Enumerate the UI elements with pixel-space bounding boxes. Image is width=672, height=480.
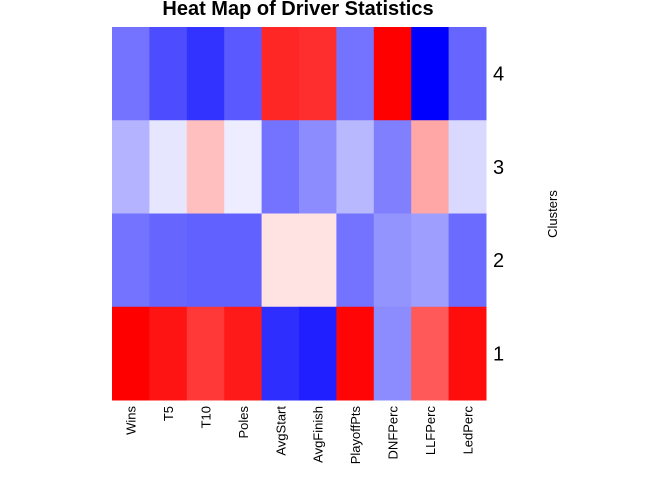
row-label-4: 4: [493, 64, 504, 86]
column-label-avgstart: AvgStart: [273, 406, 288, 456]
column-label-wins: Wins: [124, 406, 139, 435]
heatmap-cell-1-LLFPerc: [411, 306, 450, 401]
heatmap-cell-3-DNFPerc: [373, 120, 412, 214]
heatmap-cell-3-PlayoffPts: [336, 120, 375, 214]
heatmap-cell-4-LLFPerc: [411, 27, 450, 121]
heatmap-cell-1-T5: [149, 306, 188, 401]
heatmap-cell-4-AvgStart: [261, 27, 300, 121]
heatmap-cells: [112, 27, 487, 401]
heatmap-cell-3-LLFPerc: [411, 120, 450, 214]
heatmap-cell-4-DNFPerc: [373, 27, 412, 121]
row-label-1: 1: [493, 343, 504, 365]
heatmap-cell-1-T10: [186, 306, 225, 401]
row-label-2: 2: [493, 250, 504, 272]
heatmap-cell-4-Wins: [112, 27, 150, 121]
heatmap-cell-2-T10: [186, 213, 225, 308]
heatmap-cell-1-Wins: [112, 306, 150, 401]
column-label-llfperc: LLFPerc: [423, 406, 438, 456]
heatmap-cell-4-PlayoffPts: [336, 27, 375, 121]
column-label-playoffpts: PlayoffPts: [348, 406, 363, 465]
heatmap-cell-1-AvgFinish: [299, 306, 337, 401]
heatmap-cell-4-Poles: [224, 27, 263, 121]
heatmap-cell-4-T5: [149, 27, 188, 121]
heatmap-cell-3-Wins: [112, 120, 150, 214]
heatmap-cell-4-T10: [186, 27, 225, 121]
column-label-poles: Poles: [236, 406, 251, 439]
heatmap-cell-1-LedPerc: [448, 306, 487, 401]
heatmap-cell-2-LedPerc: [448, 213, 487, 308]
column-label-dnfperc: DNFPerc: [386, 406, 401, 460]
heatmap-cell-3-T10: [186, 120, 225, 214]
column-labels: Wins T5 T10 Poles AvgStart AvgFinish PlayoffPt…: [124, 406, 476, 465]
heatmap-cell-1-DNFPerc: [373, 306, 412, 401]
column-label-t10: T10: [199, 406, 214, 428]
row-labels: 4 3 2 1: [493, 64, 504, 366]
column-label-avgfinish: AvgFinish: [311, 406, 326, 463]
heatmap-cell-3-AvgStart: [261, 120, 300, 214]
y-axis-label: Clusters: [545, 190, 560, 238]
heatmap-cell-2-PlayoffPts: [336, 213, 375, 308]
column-label-t5: T5: [161, 406, 176, 421]
heatmap-cell-2-DNFPerc: [373, 213, 412, 308]
heatmap-cell-2-LLFPerc: [411, 213, 450, 308]
heatmap-cell-2-T5: [149, 213, 188, 308]
heatmap-cell-1-AvgStart: [261, 306, 300, 401]
chart-title: Heat Map of Driver Statistics: [162, 0, 433, 20]
heatmap-cell-2-AvgFinish: [299, 213, 337, 308]
heatmap-cell-3-AvgFinish: [299, 120, 337, 214]
heatmap-cell-4-AvgFinish: [299, 27, 337, 121]
heatmap-cell-1-Poles: [224, 306, 263, 401]
heatmap-cell-3-T5: [149, 120, 188, 214]
heatmap-cell-3-Poles: [224, 120, 263, 214]
heatmap-cell-2-Poles: [224, 213, 263, 308]
row-label-3: 3: [493, 157, 504, 179]
heatmap-cell-1-PlayoffPts: [336, 306, 375, 401]
heatmap-cell-2-AvgStart: [261, 213, 300, 308]
column-label-ledperc: LedPerc: [460, 406, 475, 455]
heatmap-cell-2-Wins: [112, 213, 150, 308]
heatmap-cell-3-LedPerc: [448, 120, 487, 214]
heatmap-cell-4-LedPerc: [448, 27, 487, 121]
